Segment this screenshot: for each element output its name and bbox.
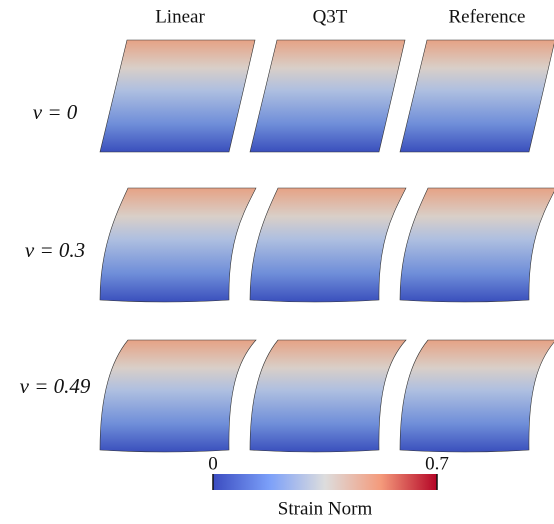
deformed-mesh [400,188,554,302]
figure: Linear Q3T Reference ν = 0 ν = 0.3 ν = 0.49 0 0… [0,0,554,524]
column-header: Q3T [313,6,348,27]
colorbar-tick-label: 0.7 [425,453,449,474]
column-header: Linear [155,6,205,27]
deformed-mesh [100,340,256,452]
deformed-mesh [250,188,406,302]
deformed-mesh [400,40,554,152]
page: Linear Q3T Reference ν = 0 ν = 0.3 ν = 0.49 0 0… [0,0,554,524]
deformed-mesh [400,340,554,452]
row-label: ν = 0.3 [25,238,85,262]
column-header: Reference [449,6,526,27]
deformed-mesh [100,188,256,302]
row-label: ν = 0 [33,100,78,124]
colorbar-tick-label: 0 [208,453,218,474]
row-label: ν = 0.49 [20,374,91,398]
shapes [100,40,554,452]
colorbar [213,474,437,490]
deformed-mesh [250,340,406,452]
deformed-mesh [250,40,405,152]
deformed-mesh [100,40,255,152]
colorbar-label: Strain Norm [278,498,373,519]
